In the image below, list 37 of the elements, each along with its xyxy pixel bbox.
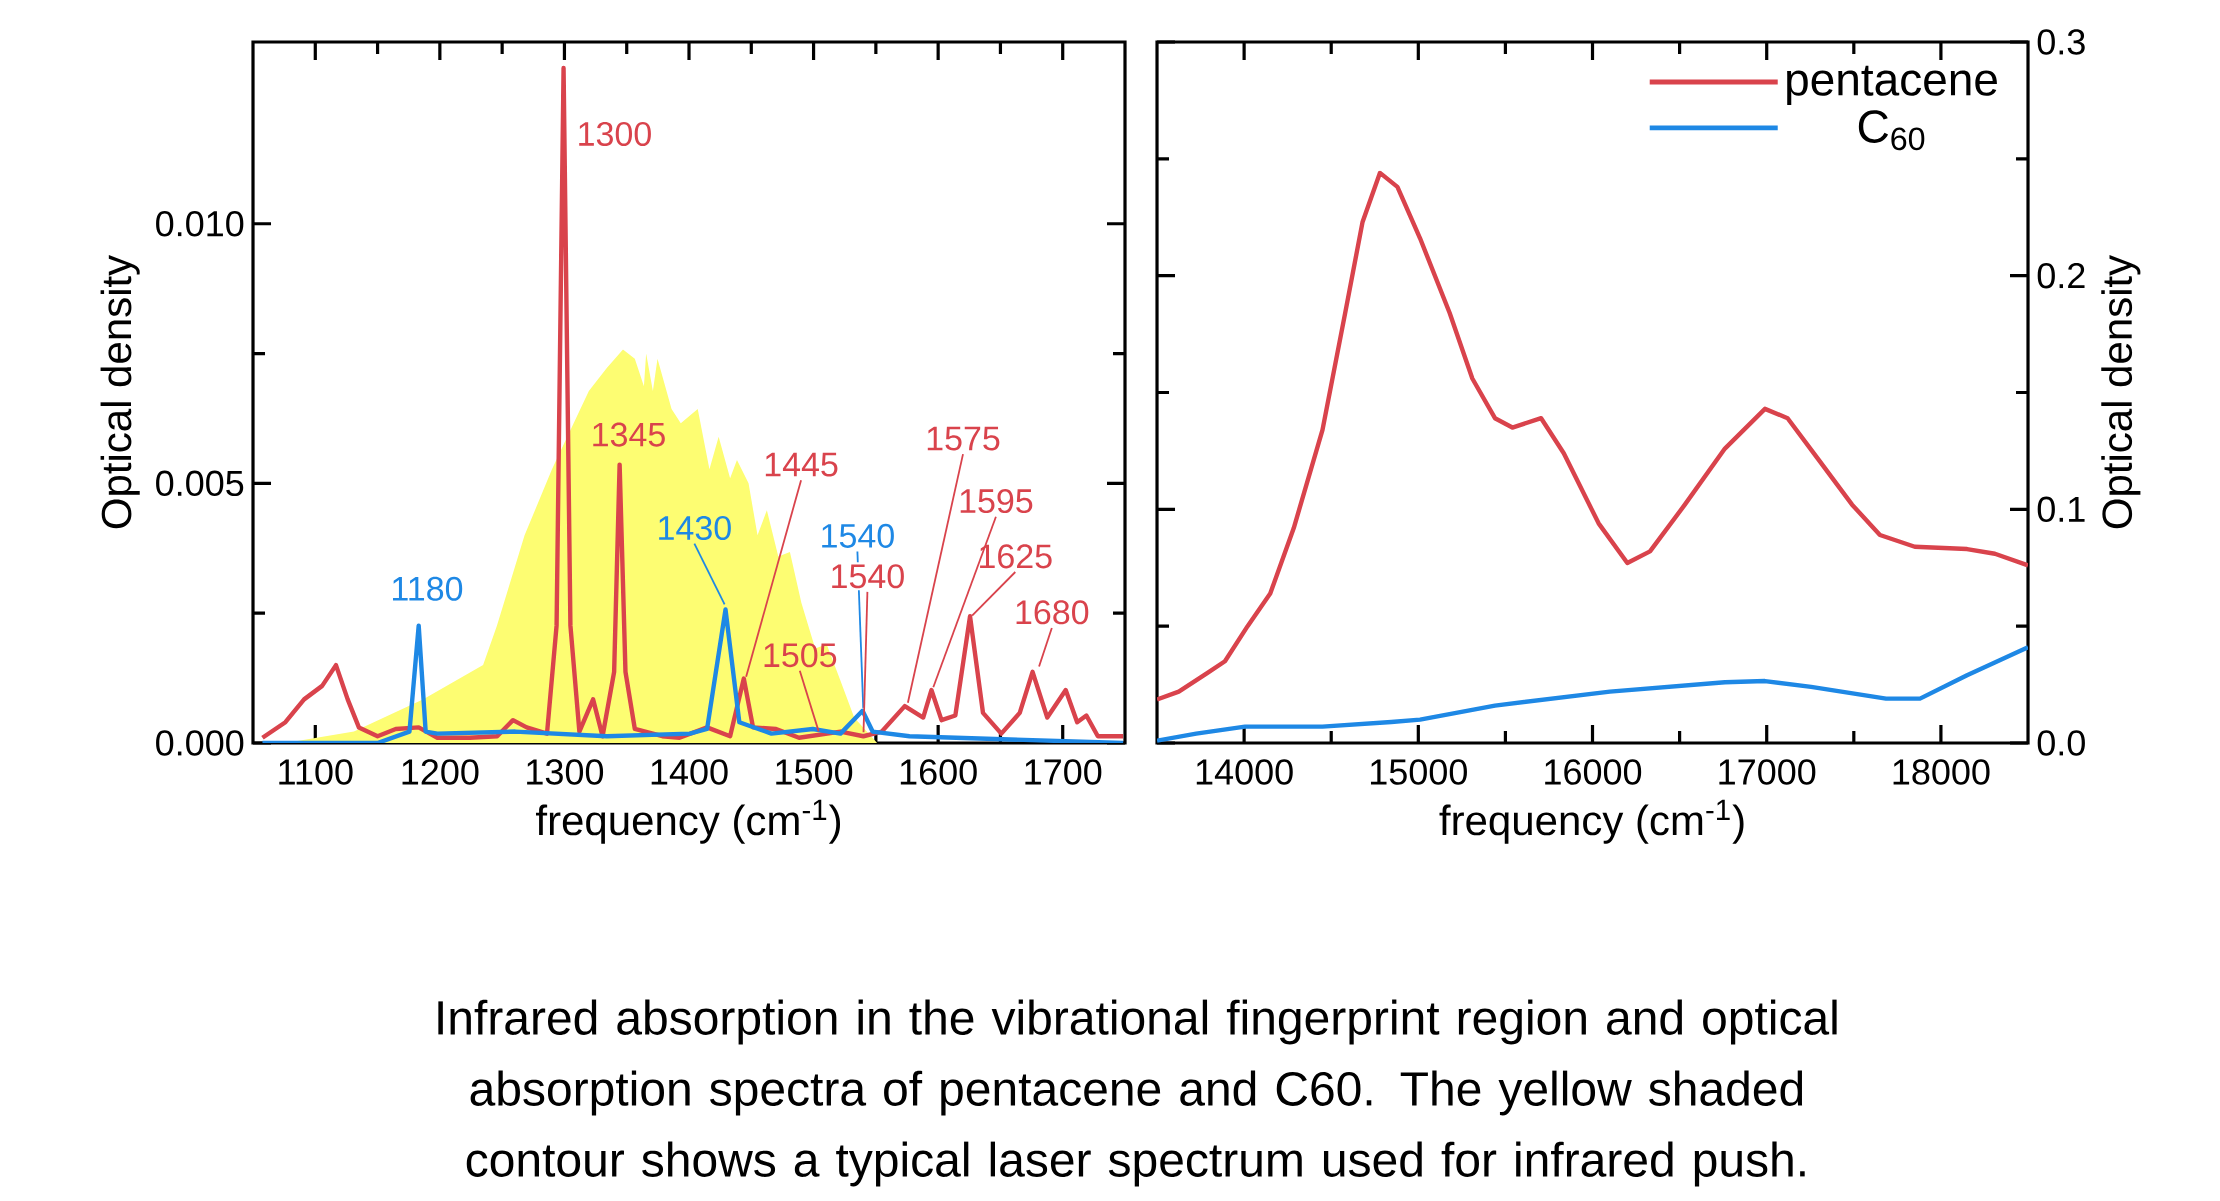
text: Infrared absorption in the vibrational fingerprint region and optical absorption spectra of pentacene and C60. The yellow shaded contour shows a typical laser spectrum used for infrared push. bbox=[438, 999, 1837, 1187]
y-tick-label: 0.005 bbox=[156, 470, 244, 497]
x-tick-label: 16000 bbox=[1545, 759, 1642, 785]
y2-tick-label: 0.2 bbox=[2037, 262, 2085, 289]
y-tick-label: 0.000 bbox=[156, 730, 244, 756]
y-axis-title: Optical density bbox=[100, 254, 140, 529]
x-tick-label: 1100 bbox=[279, 759, 353, 785]
annotation: 1345 bbox=[593, 422, 665, 447]
x-tick-label: 1600 bbox=[900, 759, 977, 785]
y2-tick-label: 0.3 bbox=[2037, 29, 2085, 55]
x-tick-label: 1400 bbox=[651, 759, 728, 785]
x-tick-label: 18000 bbox=[1893, 759, 1990, 785]
x-axis-title: frequency (cm$^{-1}$) bbox=[1439, 799, 1744, 844]
y2-axis-title: Optical density bbox=[2101, 254, 2141, 529]
x-tick-label: 1200 bbox=[402, 759, 479, 785]
y2-tick-label: 0.1 bbox=[2037, 496, 2085, 523]
annotation: 1680 bbox=[1016, 600, 1089, 625]
x-axis-title: frequency (cm$^{-1}$) bbox=[535, 799, 841, 844]
y2-tick-label: 0.0 bbox=[2037, 730, 2085, 756]
legend-label: C$_{60}$ bbox=[1858, 110, 1925, 151]
x-tick-label: 1500 bbox=[776, 759, 853, 785]
annotation: 1540 bbox=[822, 523, 894, 548]
y-tick-label: 0.010 bbox=[156, 210, 244, 237]
annotation: 1445 bbox=[765, 452, 838, 477]
annotation: 1430 bbox=[659, 515, 731, 541]
annotation: 1540 bbox=[832, 564, 904, 589]
x-tick-label: 14000 bbox=[1196, 759, 1293, 785]
x-tick-label: 17000 bbox=[1719, 759, 1816, 785]
x-tick-label: 1300 bbox=[527, 759, 604, 785]
legend-label: pentacene bbox=[1787, 65, 1997, 105]
annotation: 1180 bbox=[393, 576, 463, 601]
annotation: 1595 bbox=[960, 489, 1033, 514]
annotation: 1300 bbox=[579, 121, 651, 147]
annotation: 1625 bbox=[980, 544, 1052, 569]
x-tick-label: 1700 bbox=[1025, 759, 1102, 785]
x-tick-label: 15000 bbox=[1370, 759, 1467, 785]
annotation: 1575 bbox=[927, 426, 1000, 451]
